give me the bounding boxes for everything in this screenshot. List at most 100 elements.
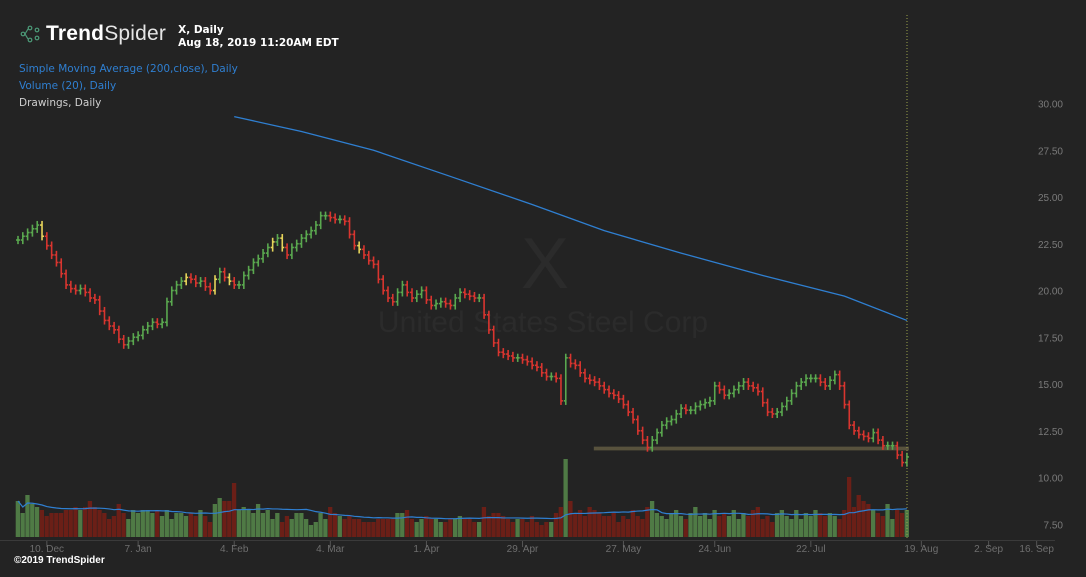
price-bar bbox=[746, 378, 751, 390]
price-bar bbox=[491, 325, 496, 347]
price-bar bbox=[376, 260, 381, 284]
volume-bar bbox=[126, 519, 131, 537]
price-bar bbox=[16, 235, 20, 245]
legend-sma200[interactable]: Simple Moving Average (200,close), Daily bbox=[19, 63, 238, 75]
volume-bar bbox=[645, 507, 650, 537]
volume-bar bbox=[87, 501, 93, 537]
price-bar bbox=[198, 277, 203, 288]
price-bar bbox=[458, 288, 463, 303]
price-bar bbox=[659, 421, 664, 437]
volume-bar bbox=[371, 522, 376, 537]
volume-bar bbox=[246, 510, 251, 537]
price-bar bbox=[361, 245, 366, 260]
volume-bar bbox=[875, 513, 881, 537]
volume-bar bbox=[428, 519, 434, 537]
volume-bar bbox=[390, 519, 395, 537]
volume-bar bbox=[30, 504, 35, 537]
volume-bar bbox=[270, 519, 275, 537]
volume-bar bbox=[750, 510, 756, 537]
volume-bar bbox=[265, 510, 270, 537]
volume-bar bbox=[58, 513, 64, 537]
volume-bar bbox=[669, 513, 674, 537]
price-bar bbox=[727, 389, 732, 400]
price-tick-label: 10.00 bbox=[1038, 474, 1063, 485]
volume-bar bbox=[366, 522, 371, 537]
price-tick-label: 17.50 bbox=[1038, 333, 1063, 344]
volume-bar bbox=[54, 513, 59, 537]
legend-drawings[interactable]: Drawings, Daily bbox=[19, 97, 102, 109]
price-bar bbox=[169, 286, 174, 306]
legend-volume[interactable]: Volume (20), Daily bbox=[19, 80, 117, 92]
price-bar bbox=[232, 277, 237, 290]
watermark-ticker: X bbox=[521, 224, 569, 304]
volume-bar bbox=[606, 516, 612, 537]
volume-bar bbox=[159, 516, 165, 537]
price-bar bbox=[97, 295, 102, 316]
volume-bar bbox=[625, 519, 631, 537]
time-tick-label: 4. Feb bbox=[220, 544, 249, 555]
price-bar bbox=[683, 404, 688, 415]
volume-bar bbox=[549, 522, 554, 537]
price-bar bbox=[222, 267, 227, 282]
time-tick-label: 10. Dec bbox=[30, 544, 64, 555]
volume-bar bbox=[794, 510, 799, 537]
price-bar bbox=[866, 432, 871, 443]
volume-bar bbox=[179, 513, 184, 537]
price-bar bbox=[155, 318, 160, 329]
price-bar bbox=[251, 258, 256, 275]
price-bar bbox=[333, 213, 338, 224]
price-bar bbox=[174, 280, 179, 295]
volume-bar bbox=[640, 519, 645, 537]
price-bar bbox=[64, 269, 69, 290]
price-bar bbox=[640, 426, 645, 445]
price-bar bbox=[794, 381, 799, 398]
volume-bar bbox=[323, 519, 328, 537]
price-bar bbox=[150, 318, 155, 331]
price-bar bbox=[467, 290, 472, 301]
price-bar bbox=[602, 381, 607, 394]
volume-bar bbox=[851, 507, 857, 537]
price-bar bbox=[410, 288, 415, 303]
price-bar bbox=[438, 297, 443, 308]
support-zone[interactable] bbox=[593, 446, 909, 451]
price-bar bbox=[770, 407, 775, 419]
price-bar bbox=[237, 280, 242, 290]
volume-bar bbox=[649, 501, 655, 537]
time-tick-label: 22. Jul bbox=[796, 544, 825, 555]
copyright: ©2019 TrendSpider bbox=[14, 555, 105, 566]
volume-bar bbox=[789, 519, 794, 537]
price-bar bbox=[59, 258, 64, 278]
time-tick-label: 19. Aug bbox=[904, 544, 938, 555]
volume-bar bbox=[592, 510, 597, 537]
price-bar bbox=[241, 271, 246, 290]
price-bar bbox=[876, 428, 881, 445]
price-bar bbox=[823, 378, 828, 390]
price-bar bbox=[54, 250, 59, 267]
volume-bar bbox=[678, 516, 684, 537]
time-tick-label: 2. Sep bbox=[974, 544, 1003, 555]
time-tick-label: 4. Mar bbox=[316, 544, 345, 555]
time-axis: 10. Dec 7. Jan 4. Feb 4. Mar 1. Apr 29. Apr 27… bbox=[0, 540, 1055, 555]
volume-bar bbox=[457, 516, 463, 537]
price-tick-label: 7.50 bbox=[1044, 520, 1064, 531]
symbol-interval: X, Daily bbox=[178, 24, 224, 36]
volume-bar bbox=[880, 516, 885, 537]
volume-bar bbox=[774, 513, 780, 537]
volume-bar bbox=[702, 513, 708, 537]
price-bar bbox=[698, 400, 703, 411]
volume-bar bbox=[496, 513, 501, 537]
price-bar bbox=[116, 325, 121, 344]
price-bar bbox=[328, 211, 333, 222]
price-bar bbox=[371, 256, 376, 269]
price-bar bbox=[107, 316, 112, 331]
price-bar bbox=[102, 306, 107, 325]
price-bar bbox=[347, 217, 352, 239]
volume-bar bbox=[68, 510, 73, 537]
volume-bar bbox=[34, 507, 40, 537]
volume-bar bbox=[438, 522, 443, 537]
volume-bar bbox=[870, 510, 876, 537]
price-bar bbox=[188, 273, 193, 284]
volume-bar bbox=[861, 501, 866, 537]
volume-bar bbox=[313, 522, 318, 537]
